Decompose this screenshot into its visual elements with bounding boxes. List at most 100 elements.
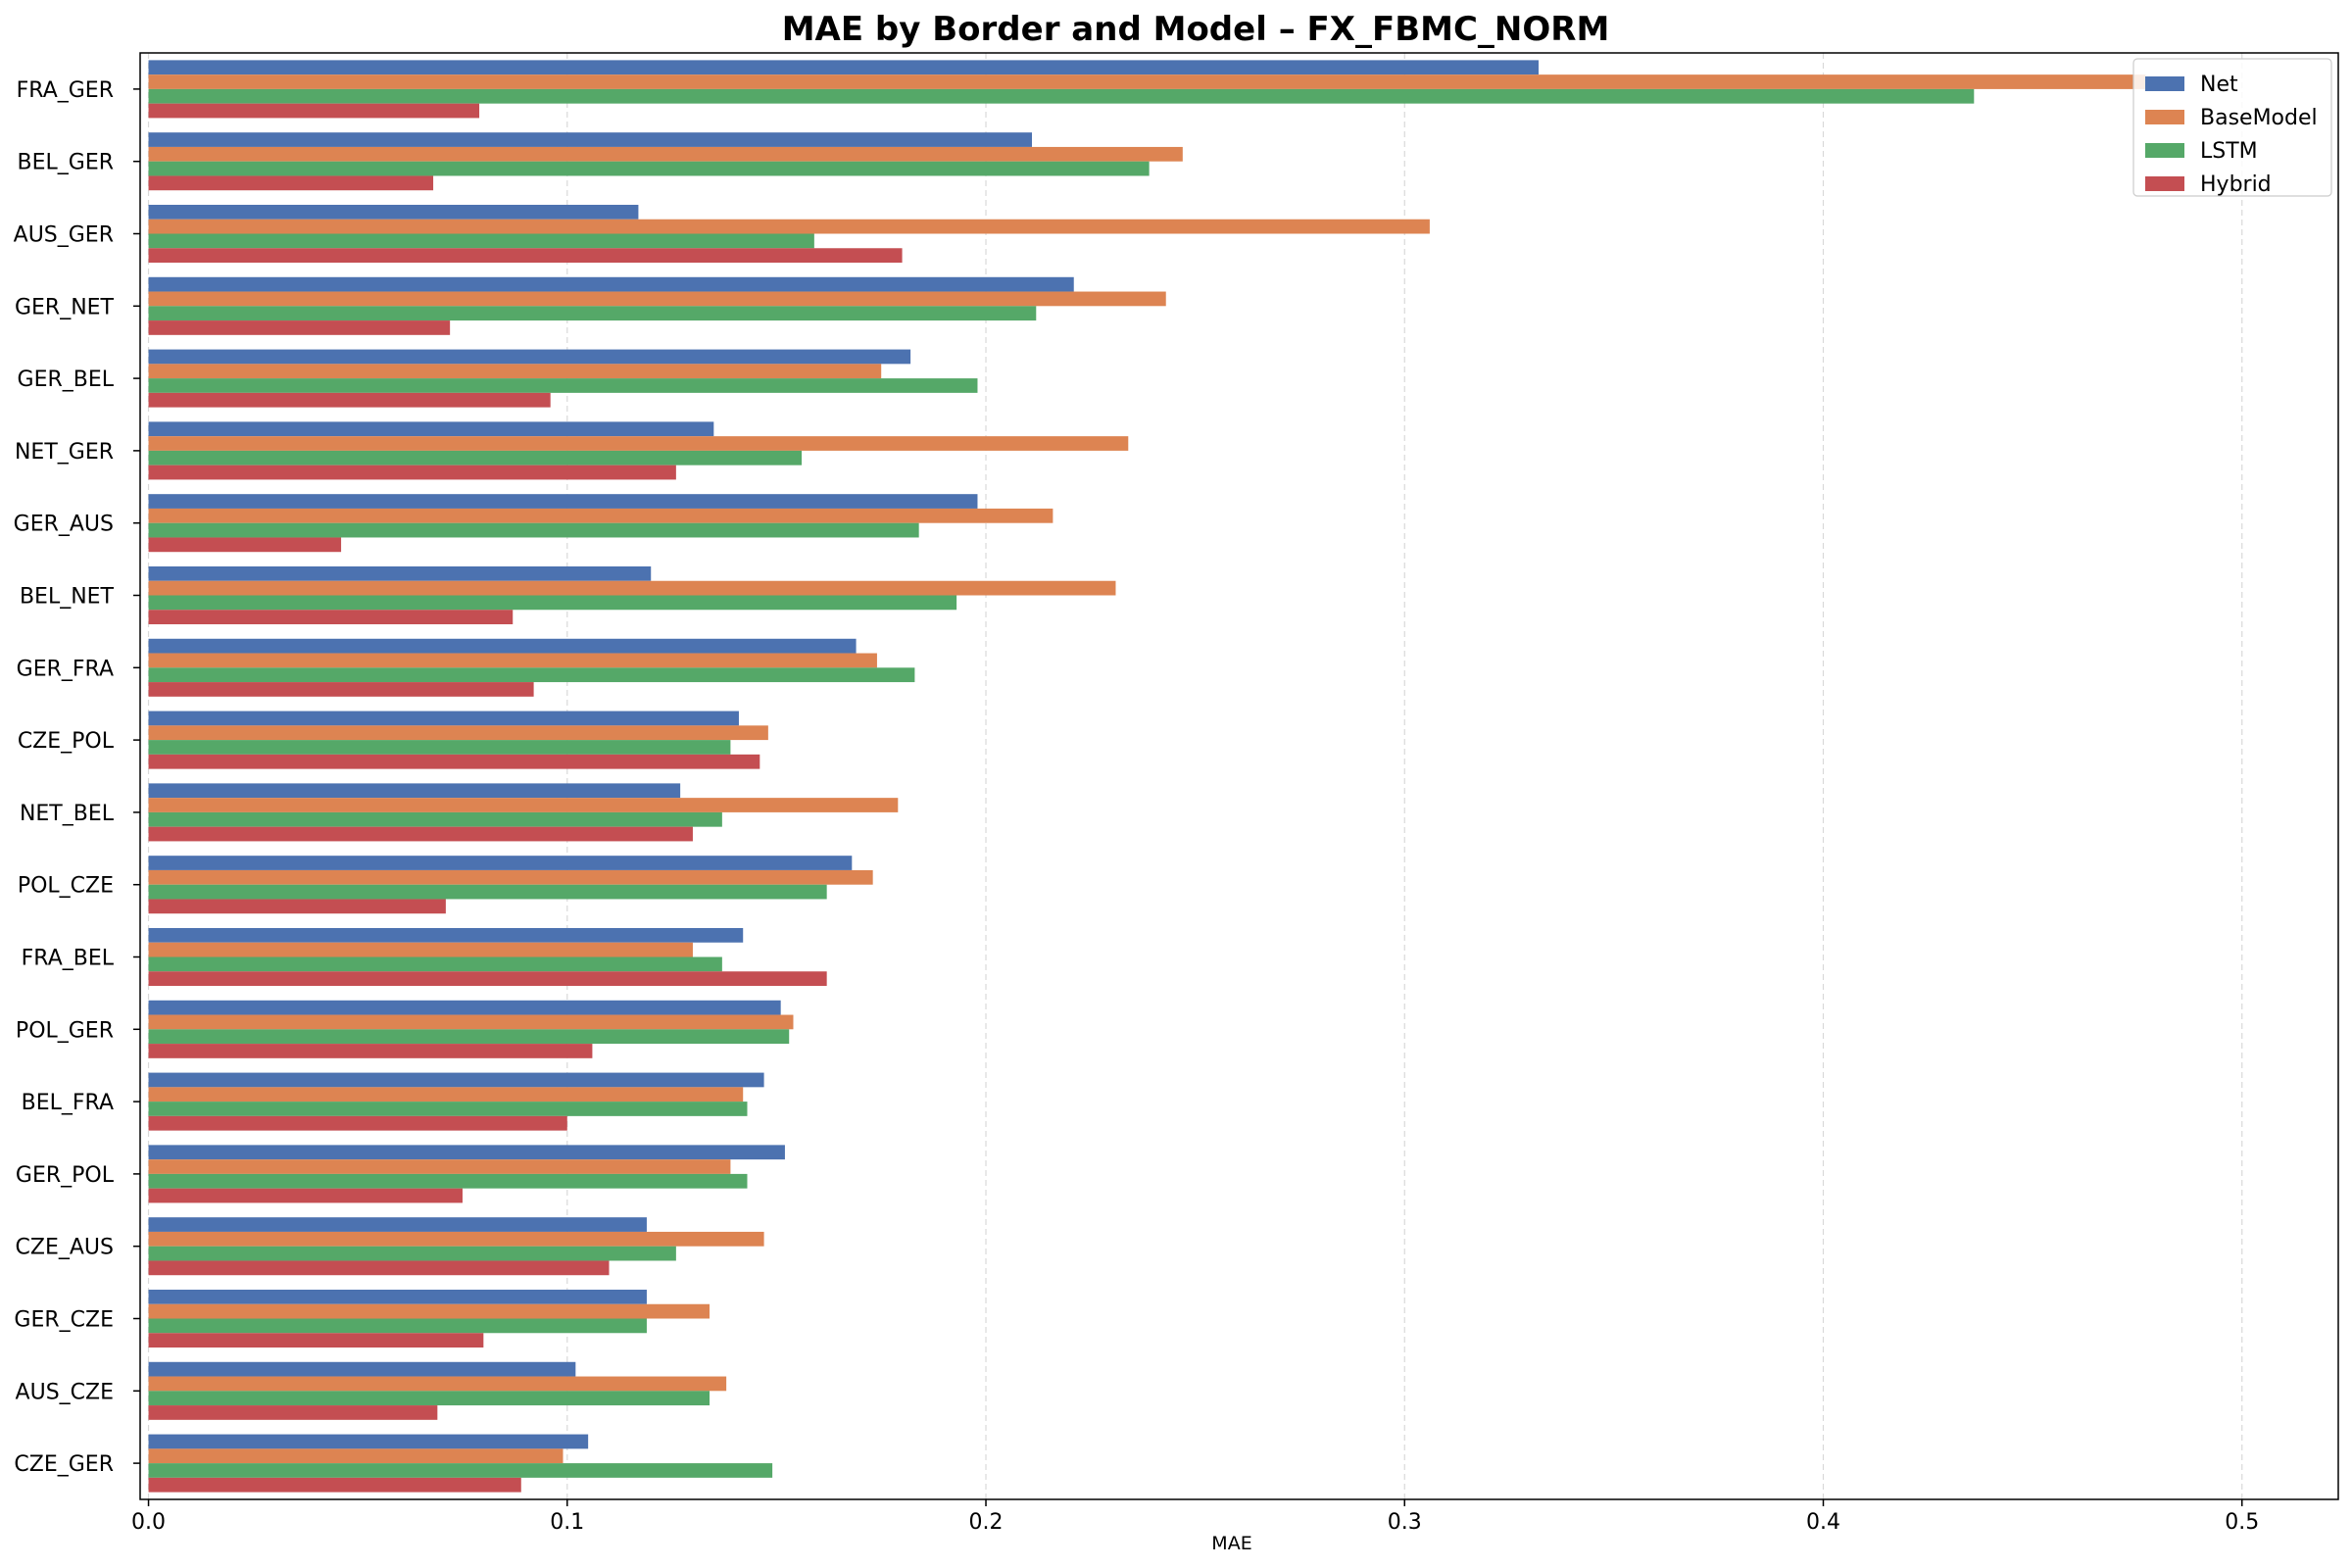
chart-title: MAE by Border and Model – FX_FBMC_NORM: [782, 10, 1610, 49]
y-tick-label: FRA_GER: [17, 78, 114, 103]
bar-basemodel: [148, 798, 899, 812]
bar-net: [148, 60, 1539, 75]
bar-basemodel: [148, 653, 877, 668]
y-tick-label: BEL_FRA: [22, 1091, 114, 1115]
bar-net: [148, 710, 739, 726]
legend: Net BaseModel LSTM Hybrid: [2132, 58, 2332, 197]
x-axis-label: MAE: [1211, 1533, 1251, 1554]
x-tick-label: 0.5: [2225, 1510, 2259, 1535]
bar-hybrid: [148, 1188, 463, 1203]
bar-lstm: [148, 884, 827, 900]
bar-hybrid: [148, 248, 903, 264]
legend-swatch-basemodel: [2145, 110, 2184, 124]
bar-net: [148, 1145, 785, 1160]
legend-swatch-lstm: [2145, 143, 2184, 158]
bar-net: [148, 276, 1074, 292]
y-tick-label: NET_BEL: [20, 802, 115, 826]
bar-basemodel: [148, 1231, 764, 1247]
bar-lstm: [148, 88, 1975, 104]
y-tick-label: GER_CZE: [14, 1308, 114, 1333]
y-tick-label: BEL_GER: [18, 151, 114, 175]
bar-net: [148, 1217, 647, 1232]
bar-hybrid: [148, 1115, 567, 1131]
bar-lstm: [148, 667, 915, 683]
bar-lstm: [148, 522, 919, 538]
bar-hybrid: [148, 971, 827, 987]
bars: [148, 60, 2146, 1493]
bar-hybrid: [148, 682, 534, 697]
bar-basemodel: [148, 1448, 564, 1464]
y-tick-label: POL_GER: [16, 1018, 114, 1043]
bar-net: [148, 1361, 576, 1377]
x-tick-label: 0.3: [1388, 1510, 1422, 1535]
y-tick-label: GER_BEL: [18, 368, 115, 392]
bar-lstm: [148, 450, 803, 466]
bar-basemodel: [148, 364, 882, 379]
legend-label-lstm: LSTM: [2200, 139, 2258, 164]
bar-basemodel: [148, 1087, 744, 1102]
bar-lstm: [148, 595, 957, 611]
bar-basemodel: [148, 942, 693, 957]
bar-net: [148, 421, 714, 437]
y-tick-label: CZE_GER: [14, 1452, 114, 1477]
bar-net: [148, 204, 639, 220]
bar-net: [148, 349, 911, 365]
bar-hybrid: [148, 1044, 593, 1058]
bar-net: [148, 638, 857, 654]
bar-basemodel: [148, 219, 1430, 234]
bar-hybrid: [148, 320, 451, 335]
bar-lstm: [148, 811, 722, 827]
y-tick-label: AUS_GER: [14, 223, 114, 248]
grid-lines: [147, 53, 2243, 1499]
bar-hybrid: [148, 465, 676, 480]
bar-lstm: [148, 740, 731, 755]
y-tick-label: CZE_POL: [18, 729, 115, 754]
bar-net: [148, 565, 652, 581]
bar-hybrid: [148, 103, 480, 119]
x-tick-label: 0.2: [969, 1510, 1004, 1535]
bar-lstm: [148, 378, 978, 393]
legend-label-hybrid: Hybrid: [2200, 172, 2272, 197]
bar-lstm: [148, 1173, 748, 1189]
y-tick-label: BEL_NET: [20, 585, 115, 610]
legend-swatch-hybrid: [2145, 176, 2184, 191]
bar-basemodel: [148, 1376, 727, 1392]
bar-net: [148, 1072, 764, 1088]
y-tick-label: GER_FRA: [17, 657, 114, 681]
y-tick-label: CZE_AUS: [16, 1236, 114, 1260]
x-tick-label: 0.4: [1806, 1510, 1840, 1535]
bar-net: [148, 132, 1033, 147]
x-tick-label: 0.0: [131, 1510, 166, 1535]
bar-lstm: [148, 1029, 790, 1045]
bar-hybrid: [148, 1333, 484, 1348]
bar-basemodel: [148, 146, 1183, 162]
bar-basemodel: [148, 436, 1129, 451]
bar-net: [148, 783, 681, 799]
bar-hybrid: [148, 899, 446, 914]
bar-basemodel: [148, 580, 1116, 596]
legend-box: [2132, 58, 2332, 197]
bar-net: [148, 1000, 781, 1015]
bar-lstm: [148, 306, 1037, 321]
bar-hybrid: [148, 175, 434, 191]
legend-label-basemodel: BaseModel: [2200, 106, 2318, 130]
bar-hybrid: [148, 610, 514, 625]
y-tick-label: POL_CZE: [18, 874, 114, 899]
y-tick-label: FRA_BEL: [22, 947, 115, 971]
bar-basemodel: [148, 725, 768, 741]
bar-basemodel: [148, 74, 2146, 89]
bar-lstm: [148, 1391, 710, 1406]
y-tick-label: AUS_CZE: [16, 1380, 114, 1404]
bar-hybrid: [148, 1260, 610, 1276]
bar-lstm: [148, 1102, 748, 1116]
bar-net: [148, 1434, 589, 1449]
x-axis: 0.0 0.1 0.2 0.3 0.4 0.5: [131, 1499, 2259, 1535]
bar-basemodel: [148, 508, 1054, 523]
bar-basemodel: [148, 869, 873, 885]
bar-lstm: [148, 956, 722, 972]
bar-hybrid: [148, 1477, 521, 1493]
bar-lstm: [148, 161, 1150, 176]
bar-net: [148, 494, 978, 509]
bar-hybrid: [148, 537, 342, 553]
